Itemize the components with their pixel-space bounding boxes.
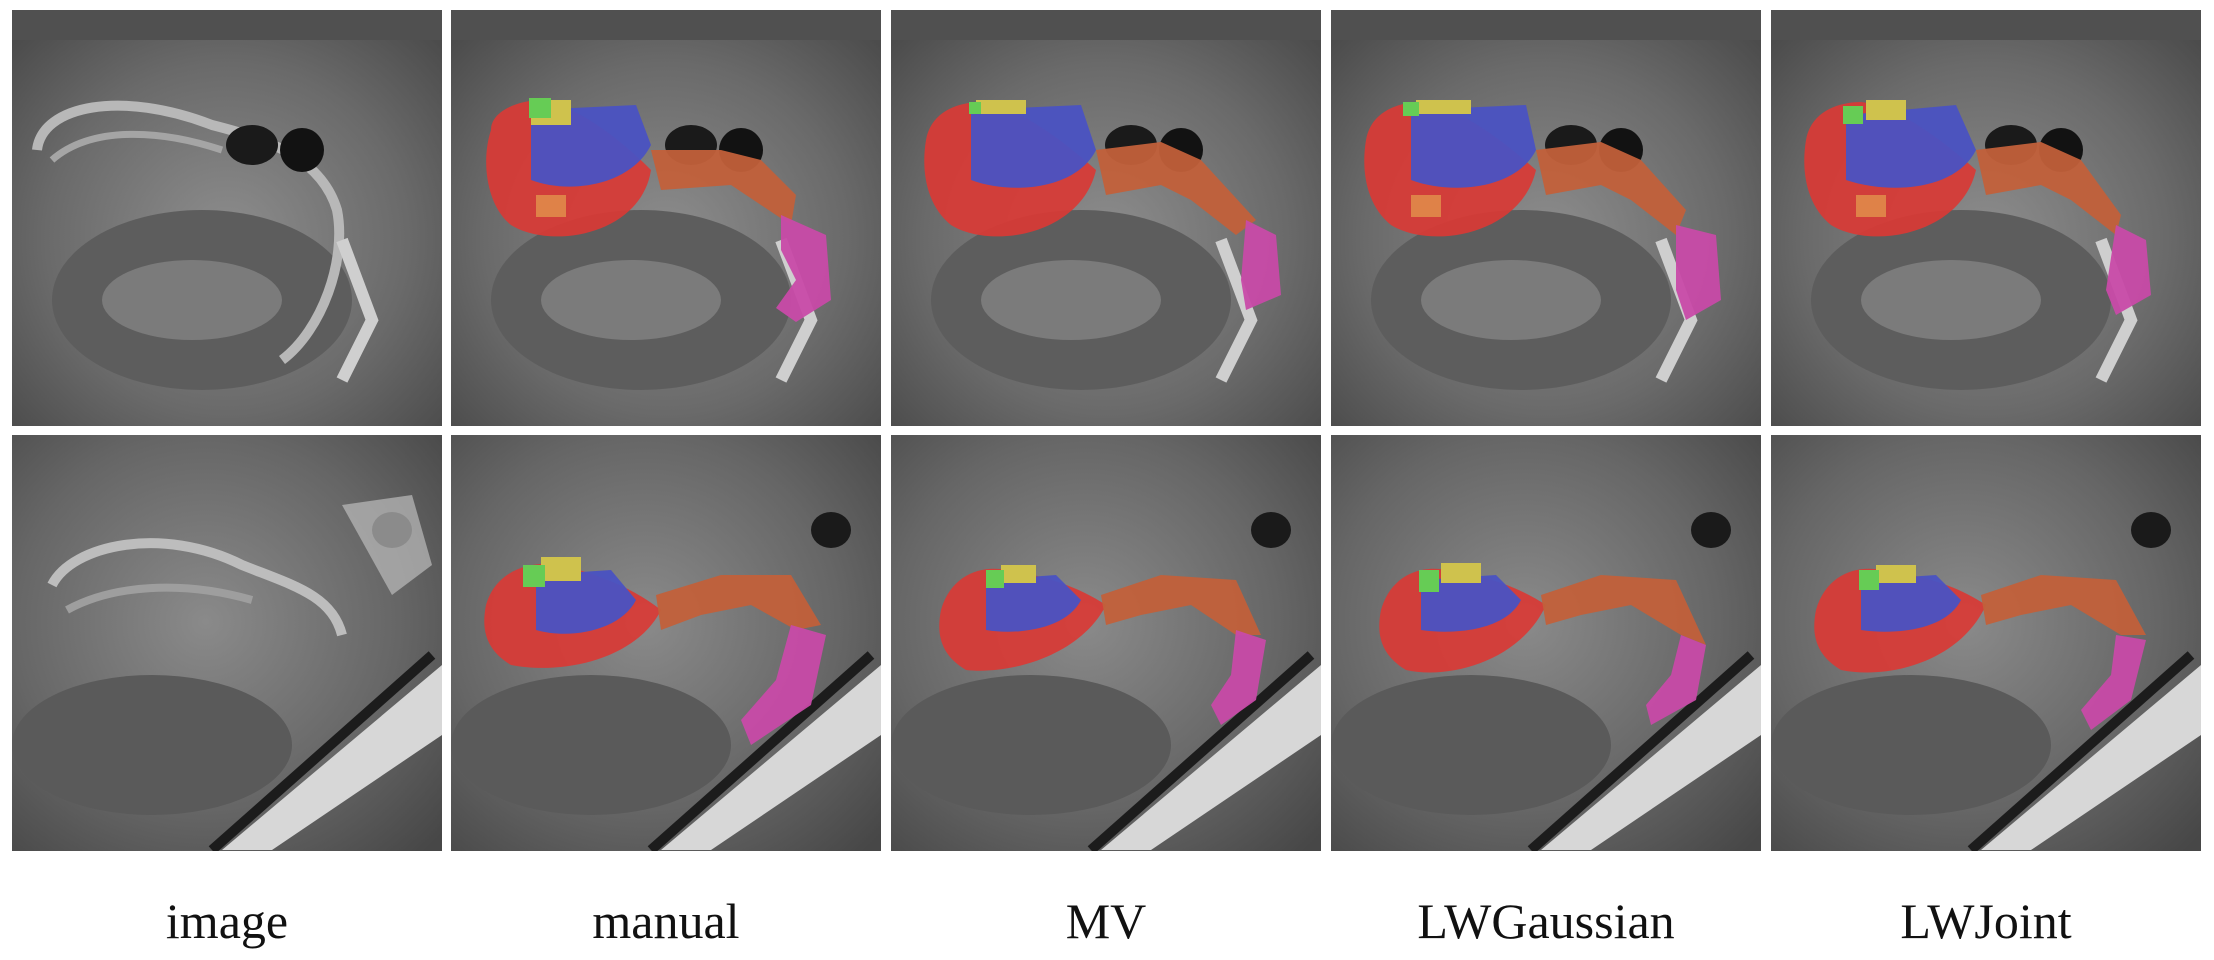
label-orange: [1976, 142, 2121, 235]
label-magenta: [2081, 635, 2146, 730]
panel-r1-image: [12, 10, 442, 426]
label-green: [1843, 106, 1863, 124]
label-orange: [1101, 575, 1261, 635]
label-green: [529, 98, 551, 118]
label-magenta: [1211, 630, 1266, 725]
mri-slice-r2-lwgaussian: [1331, 435, 1761, 851]
label-orange: [656, 575, 821, 630]
label-blue: [1421, 575, 1521, 632]
label-orange: [651, 150, 796, 225]
label-green: [969, 102, 981, 114]
caption-lwgaussian: LWGaussian: [1417, 893, 1675, 949]
label-blue: [536, 570, 636, 634]
label-magenta: [1241, 220, 1281, 310]
label-blue: [531, 105, 651, 187]
caption-image: image: [165, 893, 289, 949]
label-green: [986, 570, 1004, 588]
label-blue: [1411, 105, 1536, 188]
label-yellow: [541, 557, 581, 581]
panel-r1-mv: [891, 10, 1321, 426]
mri-slice-r1-mv: [891, 10, 1321, 426]
panel-r1-lwgaussian: [1331, 10, 1761, 426]
caption-manual: manual: [592, 893, 740, 949]
label-magenta: [2106, 225, 2151, 315]
mri-slice-r1-image: [12, 10, 442, 426]
label-blue: [1846, 105, 1976, 188]
label-orange: [1541, 575, 1706, 645]
label-blue: [971, 105, 1096, 188]
caption-mv: MV: [1065, 893, 1147, 949]
label-orange: [1981, 575, 2146, 635]
label-orange: [1096, 142, 1256, 235]
panel-r2-lwjoint: [1771, 435, 2201, 851]
label-blue: [1861, 575, 1961, 632]
label-light-orange: [536, 195, 566, 217]
caption-lwjoint: LWJoint: [1900, 893, 2072, 949]
label-yellow: [1001, 565, 1036, 583]
figure-grid: [12, 10, 2201, 851]
label-green: [523, 565, 545, 587]
label-magenta: [776, 215, 831, 322]
mri-slice-r1-lwgaussian: [1331, 10, 1761, 426]
mri-slice-r1-lwjoint: [1771, 10, 2201, 426]
label-yellow: [1416, 100, 1471, 114]
panel-r2-mv: [891, 435, 1321, 851]
panel-r2-lwgaussian: [1331, 435, 1761, 851]
label-yellow: [976, 100, 1026, 114]
mri-slice-r2-lwjoint: [1771, 435, 2201, 851]
label-light-orange: [1411, 195, 1441, 217]
panel-r1-lwjoint: [1771, 10, 2201, 426]
panel-r2-manual: [451, 435, 881, 851]
mri-slice-r2-manual: [451, 435, 881, 851]
label-magenta: [741, 625, 826, 745]
label-magenta: [1646, 635, 1706, 725]
label-light-orange: [1856, 195, 1886, 217]
label-green: [1859, 570, 1879, 590]
label-yellow: [1876, 565, 1916, 583]
label-orange: [1536, 142, 1686, 235]
label-green: [1403, 102, 1419, 116]
mri-slice-r1-manual: [451, 10, 881, 426]
label-yellow: [1866, 100, 1906, 120]
panel-r1-manual: [451, 10, 881, 426]
mri-slice-r2-mv: [891, 435, 1321, 851]
panel-r2-image: [12, 435, 442, 851]
label-green: [1419, 570, 1439, 592]
label-blue: [986, 575, 1081, 632]
label-yellow: [1441, 563, 1481, 583]
label-magenta: [1676, 225, 1721, 320]
mri-slice-r2-image: [12, 435, 442, 851]
